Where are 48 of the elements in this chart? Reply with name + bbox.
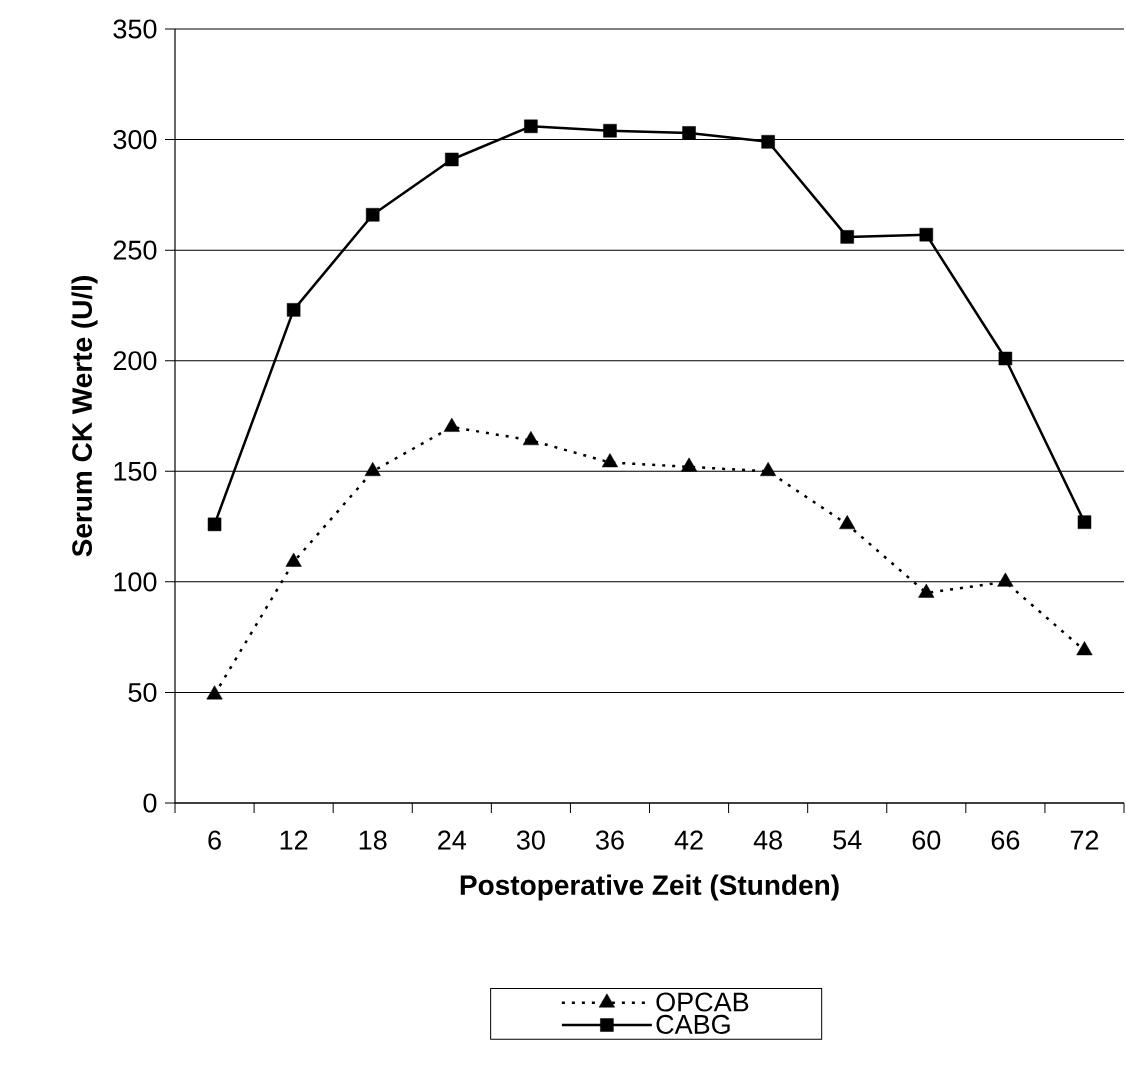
point <box>839 515 856 530</box>
point <box>603 123 617 138</box>
y-tick-label: 250 <box>113 240 157 260</box>
point <box>919 227 934 242</box>
point <box>207 517 222 532</box>
x-tick-label: 36 <box>595 830 624 850</box>
x-axis-title: Postoperative Zeit (Stunden) <box>460 874 839 901</box>
y-tick-label: 350 <box>113 19 157 39</box>
point <box>998 351 1013 366</box>
point <box>760 462 777 477</box>
point <box>524 119 538 134</box>
x-tick-label: 30 <box>516 830 545 850</box>
y-tick-label: 300 <box>113 130 157 150</box>
y-axis-title: Serum CK Werte (U/l) <box>71 276 98 557</box>
y-tick-label: 200 <box>113 351 157 371</box>
point <box>445 152 459 167</box>
point <box>206 685 223 700</box>
y-tick-label: 100 <box>114 572 157 592</box>
point <box>365 208 380 222</box>
x-tick-label: 24 <box>438 830 467 850</box>
x-tick-label: 72 <box>1070 830 1099 850</box>
x-tick-label: 6 <box>208 830 221 850</box>
point <box>286 303 301 317</box>
point <box>840 230 854 244</box>
point <box>285 552 302 567</box>
x-tick-label: 66 <box>991 830 1020 850</box>
point <box>443 417 460 432</box>
x-tick-label: 18 <box>359 830 387 850</box>
legend-label: OPCAB <box>656 992 749 1012</box>
legend-label: CABG <box>656 1014 730 1034</box>
point <box>364 462 381 477</box>
x-tick-label: 48 <box>753 830 782 850</box>
point <box>1077 515 1092 529</box>
point <box>1076 641 1093 656</box>
y-tick-label: 50 <box>128 682 157 702</box>
x-tick-label: 12 <box>280 830 308 850</box>
point <box>522 431 539 446</box>
x-tick-label: 54 <box>833 830 862 850</box>
point <box>682 126 696 140</box>
y-tick-label: 0 <box>143 793 157 813</box>
point <box>997 572 1014 587</box>
point <box>918 583 935 598</box>
point <box>761 135 775 149</box>
y-tick-label: 150 <box>114 461 157 481</box>
x-tick-label: 60 <box>912 830 941 850</box>
point <box>681 457 698 472</box>
x-tick-label: 42 <box>674 830 703 850</box>
point <box>601 453 619 468</box>
